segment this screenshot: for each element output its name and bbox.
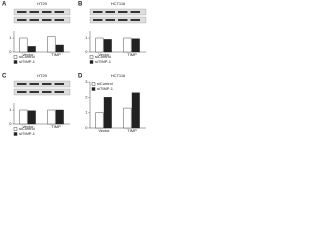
blot-band [17,11,27,13]
bar [123,107,132,129]
legend-label: siTIMP-1 [19,131,36,136]
blot-band [42,19,52,21]
blot-band [29,91,39,93]
bar [131,92,140,129]
x-tick-label: Vector [22,124,34,129]
blot-band [42,83,52,85]
bar [55,44,64,53]
bar [131,38,140,53]
panel-title: HCT116 [111,73,126,78]
legend-label: siControl [95,54,111,59]
blot-band [118,19,128,21]
x-tick-label: TIMP [51,124,61,129]
y-tick-label: 1 [9,107,12,112]
y-tick-label: 0 [9,121,12,126]
y-tick-label: 0 [85,125,88,130]
panel-label: B [78,2,83,8]
bar [19,109,28,125]
legend-swatch [13,60,18,64]
bar [27,110,36,125]
y-tick-label: 0 [85,49,88,54]
bar [19,37,28,53]
legend-label: siTIMP-1 [97,86,114,91]
legend-swatch [89,60,94,64]
legend-swatch [13,55,18,59]
bar [103,39,112,53]
legend-swatch [13,127,18,131]
legend-swatch [91,87,96,91]
blot-band [54,83,64,85]
panel-label: D [78,74,83,80]
blot-band [93,11,103,13]
blot-band [29,19,39,21]
y-tick-label: 1 [85,35,88,40]
blot-band [29,83,39,85]
bar [27,46,36,53]
x-tick-label: Vector [98,128,110,133]
bar [47,36,56,53]
bar [47,109,56,125]
blot-band [54,19,64,21]
panel-title: HCT116 [111,1,126,6]
panel-title: HT29 [37,1,48,6]
blot-band [42,91,52,93]
blot-band [17,19,27,21]
legend-label: siControl [97,81,113,86]
blot-band [42,11,52,13]
blot-band [118,11,128,13]
blot-band [93,19,103,21]
blot-band [54,91,64,93]
panel-title: HT29 [37,73,48,78]
blot-band [105,19,115,21]
bar [123,37,132,53]
y-tick-label: 1 [85,110,88,115]
legend-swatch [13,132,18,136]
x-tick-label: TIMP [127,52,137,57]
bar [95,112,104,129]
x-tick-label: Vector [98,52,110,57]
legend-swatch [91,82,96,86]
legend-label: siControl [19,126,35,131]
legend-label: siTIMP-1 [95,59,112,64]
blot-band [105,11,115,13]
x-tick-label: TIMP [127,128,137,133]
panel-label: A [2,2,7,8]
bar [95,37,104,53]
blot-band [54,11,64,13]
blot-band [17,91,27,93]
x-tick-label: Vector [22,52,34,57]
bar [55,109,64,125]
legend-swatch [89,55,94,59]
y-tick-label: 0 [9,49,12,54]
blot-band [130,19,140,21]
legend-label: siTIMP-1 [19,59,36,64]
blot-band [130,11,140,13]
blot-band [29,11,39,13]
y-tick-label: 2 [85,94,88,99]
panel-label: C [2,74,7,80]
y-tick-label: 3 [85,79,88,84]
blot-band [17,83,27,85]
y-tick-label: 1 [9,35,12,40]
legend-label: siControl [19,54,35,59]
x-tick-label: TIMP [51,52,61,57]
bar [103,97,112,129]
